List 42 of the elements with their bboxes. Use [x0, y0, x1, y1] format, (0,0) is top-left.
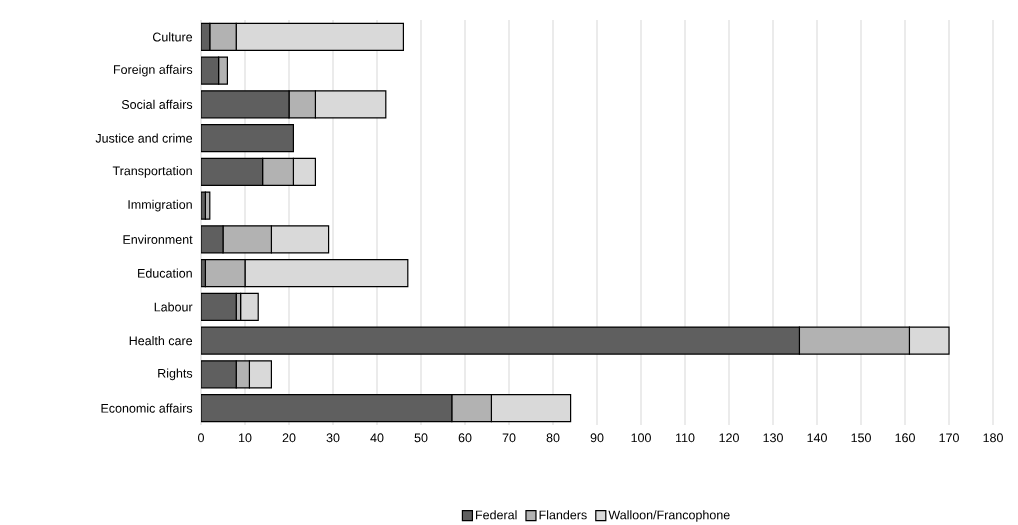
x-tick-label: 180 — [983, 433, 1003, 443]
x-tick-label: 80 — [546, 433, 560, 443]
bar — [201, 90, 290, 119]
x-tick-label: 90 — [590, 433, 604, 443]
bar — [201, 157, 264, 186]
y-tick-label: Rights — [158, 368, 193, 381]
y-tick-label: Culture — [152, 32, 193, 42]
y-tick-label: Transportation — [112, 165, 192, 178]
y-tick-label: Immigration — [128, 199, 192, 212]
x-tick-label: 60 — [458, 433, 472, 443]
x-tick-label: 100 — [631, 433, 651, 443]
x-tick-label: 10 — [239, 433, 252, 443]
x-tick-label: 0 — [198, 433, 204, 443]
y-tick-label: Foreign affairs — [114, 64, 193, 77]
x-tick-label: 20 — [282, 433, 296, 443]
bar — [201, 326, 801, 355]
y-tick-label: Labour — [154, 302, 193, 312]
legend-label: Flanders — [539, 510, 587, 520]
bar — [218, 56, 229, 85]
x-tick-label: 150 — [851, 433, 871, 443]
y-tick-label: Education — [138, 268, 192, 278]
y-tick-label: Social affairs — [121, 99, 193, 109]
bar — [201, 123, 295, 153]
x-tick-label: 120 — [719, 433, 739, 443]
x-tick-label: 50 — [414, 433, 428, 443]
x-tick-label: 40 — [370, 433, 384, 443]
bar — [240, 292, 259, 321]
x-tick-label: 110 — [676, 433, 695, 443]
x-tick-label: 170 — [939, 433, 959, 443]
bar — [201, 393, 453, 423]
x-tick-label: 130 — [763, 433, 783, 443]
y-tick-label: Health care — [129, 335, 193, 346]
bar — [201, 292, 237, 321]
y-tick-label: Justice and crime — [95, 133, 193, 143]
y-tick-label: Environment — [123, 234, 193, 244]
legend-label: Walloon/Francophone — [608, 510, 730, 522]
x-tick-label: 30 — [326, 433, 340, 443]
legend-label: Federal — [476, 510, 517, 520]
x-tick-label: 70 — [502, 433, 516, 443]
x-tick-label: 140 — [807, 433, 827, 443]
x-tick-label: 160 — [895, 433, 915, 443]
y-tick-label: Economic affairs — [101, 403, 193, 413]
